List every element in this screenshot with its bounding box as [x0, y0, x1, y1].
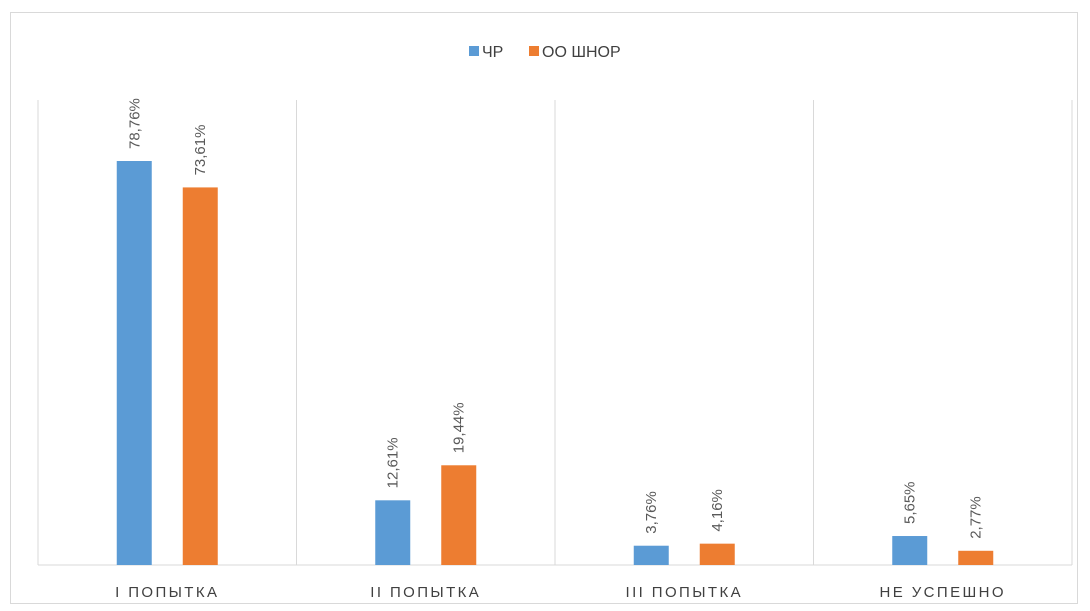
legend-item-oo-shnor-swatch — [529, 46, 539, 56]
legend-item-chr-swatch — [469, 46, 479, 56]
legend-item-chr-label: ЧР — [482, 44, 503, 61]
bar-chr-3 — [892, 536, 928, 565]
legend: ЧР ОО ШНОР — [469, 44, 621, 61]
bar-oo-shnor-3 — [958, 550, 994, 565]
data-label-oo-shnor-2: 4,16% — [709, 489, 726, 532]
bar-oo-shnor-1 — [441, 465, 477, 565]
category-labels-group: I ПОПЫТКА II ПОПЫТКА III ПОПЫТКА НЕ УСПЕШНО — [115, 584, 1006, 601]
data-label-chr-2: 3,76% — [643, 491, 660, 534]
legend-item-oo-shnor-label: ОО ШНОР — [542, 44, 621, 61]
bar-oo-shnor-2 — [699, 543, 735, 565]
category-label-2: III ПОПЫТКА — [626, 584, 743, 601]
data-labels-group: 78,76% 73,61% 12,61% 19,44% 3,76% 4,16% 5,65% 2… — [126, 98, 985, 539]
category-gridlines — [37, 100, 1073, 565]
category-label-3: НЕ УСПЕШНО — [880, 584, 1006, 601]
bar-chr-0 — [116, 161, 152, 565]
data-label-oo-shnor-3: 2,77% — [968, 496, 985, 539]
bar-oo-shnor-0 — [182, 187, 218, 565]
data-label-chr-3: 5,65% — [902, 481, 919, 524]
data-label-oo-shnor-1: 19,44% — [451, 402, 468, 453]
data-label-oo-shnor-0: 73,61% — [192, 125, 209, 176]
bars-group — [116, 161, 994, 565]
category-label-0: I ПОПЫТКА — [115, 584, 219, 601]
bar-chr-1 — [375, 500, 411, 565]
category-label-1: II ПОПЫТКА — [370, 584, 481, 601]
bar-chr-2 — [633, 545, 669, 565]
data-label-chr-0: 78,76% — [126, 98, 143, 149]
data-label-chr-1: 12,61% — [385, 437, 402, 488]
